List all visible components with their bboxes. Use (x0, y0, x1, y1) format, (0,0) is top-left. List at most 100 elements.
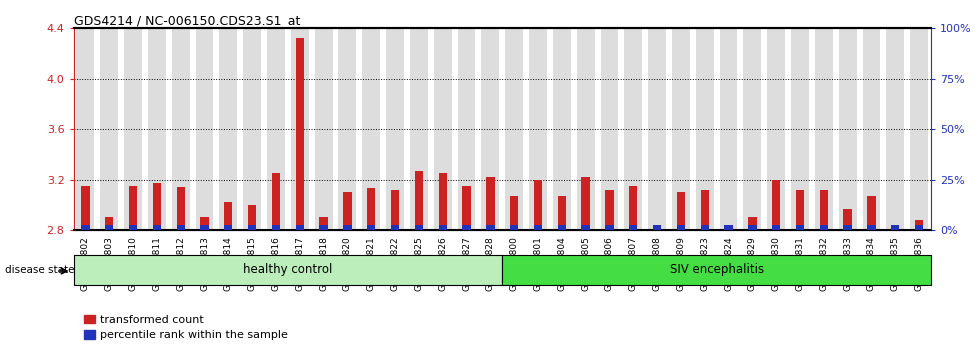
Bar (296, 39, 304, 230)
Bar (486, 225, 495, 230)
Bar (368, 225, 375, 230)
Bar (463, 186, 470, 230)
Bar (200, 217, 209, 230)
Bar (391, 190, 399, 230)
Bar (153, 183, 161, 230)
Text: disease state: disease state (5, 265, 74, 275)
Bar (129, 225, 137, 230)
Bar (601, 28, 618, 230)
Bar (915, 225, 923, 230)
Bar (81, 186, 89, 230)
Bar (368, 188, 375, 230)
Bar (867, 196, 875, 230)
Bar (915, 220, 923, 230)
Text: GDS4214 / NC-006150.CDS23.S1_at: GDS4214 / NC-006150.CDS23.S1_at (74, 14, 300, 27)
Bar (148, 28, 166, 230)
Bar (653, 225, 662, 230)
Bar (796, 190, 805, 230)
Bar (648, 28, 666, 230)
Bar (343, 192, 352, 230)
Bar (271, 225, 280, 230)
Bar (124, 28, 142, 230)
Bar (624, 28, 642, 230)
Bar (200, 225, 209, 230)
Bar (176, 187, 185, 230)
Bar (696, 28, 713, 230)
Bar (434, 28, 452, 230)
Bar (248, 225, 257, 230)
Bar (386, 28, 404, 230)
Bar (438, 225, 447, 230)
Bar (677, 225, 685, 230)
Bar (534, 180, 542, 230)
Bar (391, 225, 399, 230)
Bar (224, 202, 232, 230)
Bar (196, 28, 214, 230)
Bar (529, 28, 547, 230)
Bar (291, 28, 309, 230)
Text: healthy control: healthy control (243, 263, 332, 276)
Bar (719, 28, 738, 230)
Bar (438, 173, 447, 230)
Bar (248, 205, 257, 230)
Bar (891, 225, 900, 230)
Bar (172, 28, 189, 230)
Bar (296, 225, 304, 230)
Legend: transformed count, percentile rank within the sample: transformed count, percentile rank withi… (79, 310, 292, 345)
Bar (701, 225, 709, 230)
Bar (701, 190, 709, 230)
Bar (415, 171, 423, 230)
Bar (76, 28, 94, 230)
Bar (819, 225, 828, 230)
Bar (415, 225, 423, 230)
Bar (606, 225, 613, 230)
Bar (534, 225, 542, 230)
Bar (338, 28, 357, 230)
Bar (558, 196, 566, 230)
Bar (910, 28, 928, 230)
Bar (481, 28, 499, 230)
Bar (744, 28, 761, 230)
Bar (74, 255, 502, 285)
Bar (267, 28, 285, 230)
Bar (129, 186, 137, 230)
Bar (153, 225, 161, 230)
Bar (105, 217, 114, 230)
Bar (677, 192, 685, 230)
Bar (410, 28, 428, 230)
Bar (839, 28, 857, 230)
Bar (220, 28, 237, 230)
Bar (581, 225, 590, 230)
Bar (815, 28, 833, 230)
Bar (224, 225, 232, 230)
Bar (558, 225, 566, 230)
Bar (653, 226, 662, 230)
Bar (243, 28, 261, 230)
Bar (819, 190, 828, 230)
Bar (791, 28, 808, 230)
Bar (105, 225, 114, 230)
Bar (886, 28, 905, 230)
Bar (343, 225, 352, 230)
Bar (891, 225, 900, 230)
Bar (315, 28, 332, 230)
Bar (767, 28, 785, 230)
Bar (319, 225, 327, 230)
Bar (672, 28, 690, 230)
Bar (844, 209, 852, 230)
Bar (510, 225, 518, 230)
Bar (100, 28, 119, 230)
Bar (506, 28, 523, 230)
Bar (486, 177, 495, 230)
Bar (463, 225, 470, 230)
Bar (844, 225, 852, 230)
Bar (510, 196, 518, 230)
Bar (581, 177, 590, 230)
Bar (271, 173, 280, 230)
Bar (867, 225, 875, 230)
Bar (862, 28, 880, 230)
Bar (796, 225, 805, 230)
Bar (319, 217, 327, 230)
Bar (724, 225, 733, 230)
Bar (363, 28, 380, 230)
